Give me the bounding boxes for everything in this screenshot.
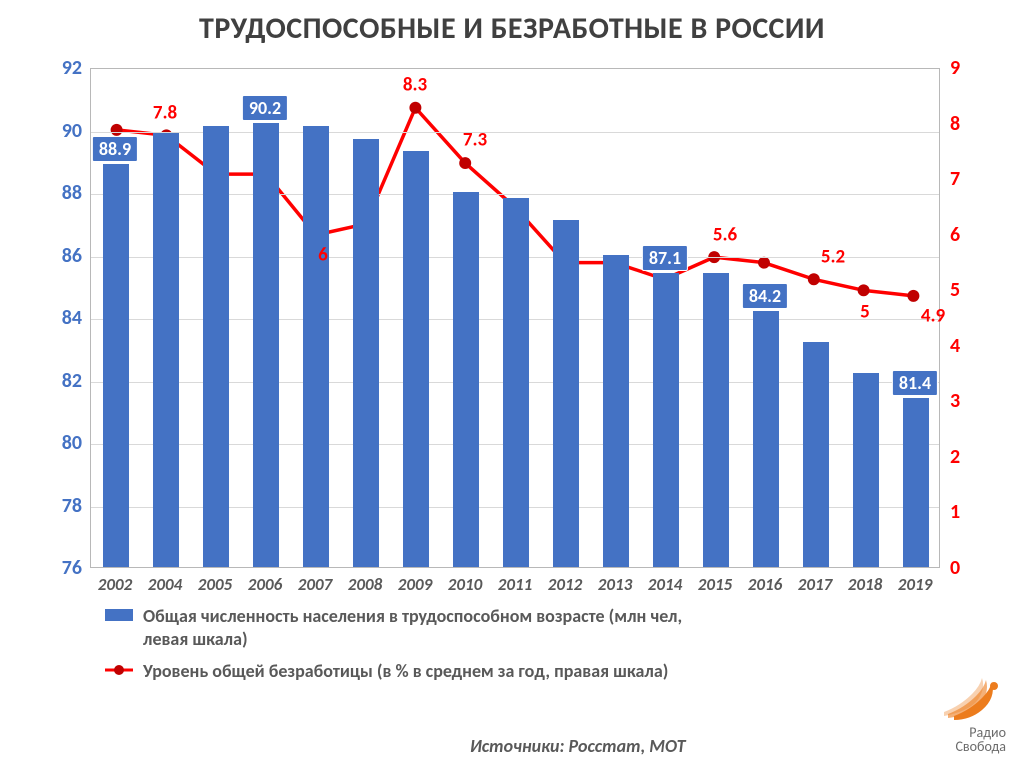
x-category-label: 2004 xyxy=(148,574,182,595)
x-category-label: 2010 xyxy=(448,574,482,595)
x-category-label: 2005 xyxy=(198,574,232,595)
line-value-label: 7.3 xyxy=(463,129,487,152)
y-right-tick: 6 xyxy=(950,223,960,247)
legend-swatch-line xyxy=(105,664,133,676)
bar xyxy=(603,255,629,568)
x-category-label: 2009 xyxy=(398,574,432,595)
bar xyxy=(803,342,829,567)
line-marker xyxy=(409,102,421,114)
bar-value-label: 81.4 xyxy=(892,370,938,396)
bar xyxy=(553,220,579,567)
publisher-logo: Радио Свобода xyxy=(932,676,1006,755)
line-value-label: 7.8 xyxy=(153,101,177,124)
x-category-label: 2015 xyxy=(698,574,732,595)
y-left-tick: 92 xyxy=(42,56,82,80)
bar-value-label: 90.2 xyxy=(242,95,288,121)
line-value-label: 5.2 xyxy=(821,246,845,269)
bar xyxy=(253,123,279,567)
line-value-label: 5.6 xyxy=(713,223,737,246)
x-category-label: 2008 xyxy=(348,574,382,595)
line-marker xyxy=(111,124,123,136)
line-value-label: 8.3 xyxy=(403,73,427,96)
x-category-label: 2017 xyxy=(798,574,832,595)
x-category-label: 2007 xyxy=(298,574,332,595)
chart-title: ТРУДОСПОСОБНЫЕ И БЕЗРАБОТНЫЕ В РОССИИ xyxy=(0,10,1024,47)
bar xyxy=(153,133,179,567)
source-caption: Источники: Росстат, МОТ xyxy=(470,735,686,757)
y-left-tick: 86 xyxy=(42,244,82,268)
legend-text-bars: Общая численность населения в трудоспосо… xyxy=(143,605,703,650)
y-right-tick: 3 xyxy=(950,389,960,413)
x-category-label: 2016 xyxy=(748,574,782,595)
bar xyxy=(303,126,329,567)
y-right-tick: 1 xyxy=(950,500,960,524)
publisher-name: Радио Свобода xyxy=(932,726,1006,755)
bar xyxy=(453,192,479,567)
legend: Общая численность населения в трудоспосо… xyxy=(105,605,703,693)
chart-container: ТРУДОСПОСОБНЫЕ И БЕЗРАБОТНЫЕ В РОССИИ Об… xyxy=(0,0,1024,767)
line-marker xyxy=(459,157,471,169)
legend-swatch-bar xyxy=(105,609,133,621)
y-left-tick: 76 xyxy=(42,556,82,580)
bar xyxy=(703,273,729,567)
y-left-tick: 90 xyxy=(42,119,82,143)
bar-value-label: 87.1 xyxy=(642,245,688,271)
legend-text-line: Уровень общей безработицы (в % в среднем… xyxy=(143,660,668,683)
legend-item-line: Уровень общей безработицы (в % в среднем… xyxy=(105,660,703,683)
plot-area xyxy=(90,68,940,568)
bar xyxy=(753,311,779,567)
y-left-tick: 82 xyxy=(42,369,82,393)
legend-item-bars: Общая численность населения в трудоспосо… xyxy=(105,605,703,650)
bar xyxy=(853,373,879,567)
line-marker xyxy=(858,284,870,296)
x-category-label: 2012 xyxy=(548,574,582,595)
x-category-label: 2011 xyxy=(498,574,532,595)
x-category-label: 2019 xyxy=(898,574,932,595)
y-right-tick: 0 xyxy=(950,556,960,580)
x-category-label: 2018 xyxy=(848,574,882,595)
x-category-label: 2002 xyxy=(98,574,132,595)
y-right-tick: 2 xyxy=(950,445,960,469)
x-category-label: 2006 xyxy=(248,574,282,595)
line-value-label: 4.9 xyxy=(921,304,945,327)
y-left-tick: 84 xyxy=(42,306,82,330)
line-marker xyxy=(758,257,770,269)
y-left-tick: 88 xyxy=(42,181,82,205)
bar xyxy=(503,198,529,567)
bar xyxy=(903,398,929,567)
y-right-tick: 8 xyxy=(950,112,960,136)
line-value-label: 6 xyxy=(318,243,328,266)
line-marker xyxy=(907,290,919,302)
y-right-tick: 9 xyxy=(950,56,960,80)
radio-liberty-icon xyxy=(932,676,1006,724)
y-right-tick: 4 xyxy=(950,334,960,358)
line-marker xyxy=(808,273,820,285)
bar xyxy=(103,164,129,567)
bar xyxy=(403,151,429,567)
bar-value-label: 84.2 xyxy=(742,283,788,309)
y-right-tick: 7 xyxy=(950,167,960,191)
bar xyxy=(203,126,229,567)
line-value-label: 5 xyxy=(860,301,870,324)
bar-value-label: 88.9 xyxy=(92,136,138,162)
bar xyxy=(353,139,379,567)
bar xyxy=(653,273,679,567)
y-left-tick: 80 xyxy=(42,431,82,455)
y-left-tick: 78 xyxy=(42,494,82,518)
publisher-name-line2: Свобода xyxy=(955,738,1006,755)
x-category-label: 2013 xyxy=(598,574,632,595)
y-right-tick: 5 xyxy=(950,278,960,302)
x-category-label: 2014 xyxy=(648,574,682,595)
